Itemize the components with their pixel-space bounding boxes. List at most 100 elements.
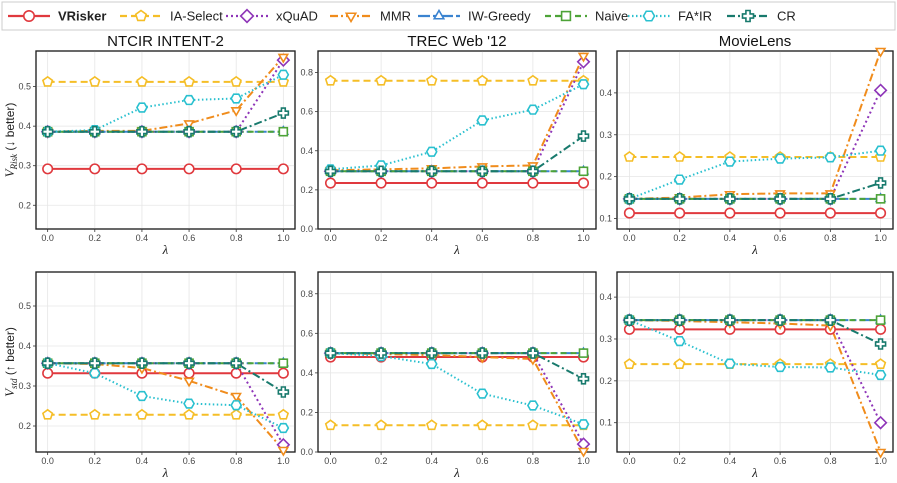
x-tick-label: 0.2 xyxy=(375,233,388,243)
point-naive xyxy=(278,358,289,369)
y-tick-label: 0.1 xyxy=(599,214,612,224)
point-vrisker xyxy=(277,163,289,175)
point-vrisker xyxy=(875,323,887,335)
panels: 0.2 0.3 0.4 0.5 0.0 0.2 0.4 0.6 0.8 1.0 λ NTCIR INT… xyxy=(2,33,894,480)
legend-item-mmr: MMR xyxy=(330,9,411,24)
legend-item-ia-select: IA-Select xyxy=(120,9,223,24)
x-tick-label: 0.8 xyxy=(527,233,540,243)
y-tick-label: 0.4 xyxy=(599,88,612,98)
point-mmr xyxy=(577,447,590,458)
legend-marker-ia-select xyxy=(134,9,148,22)
point-fa-ir xyxy=(774,153,787,164)
point-mmr xyxy=(230,107,242,117)
series-line-cr xyxy=(47,362,284,393)
y-tick-label: 0.0 xyxy=(300,447,313,457)
x-axis-label: λ xyxy=(453,465,460,480)
panel-border xyxy=(616,271,894,453)
x-tick-label: 0.0 xyxy=(41,456,54,466)
panel-frame xyxy=(616,50,894,230)
y-axis-label-main: V xyxy=(2,167,17,177)
legend-label-mmr: MMR xyxy=(380,9,411,24)
y-axis-label: VRisk (↓ better) xyxy=(2,103,19,178)
y-tick-label: 0.3 xyxy=(599,130,612,140)
point-cr xyxy=(375,347,387,359)
point-vrisker xyxy=(426,177,438,189)
point-cr xyxy=(425,347,438,359)
panel-frame xyxy=(35,271,296,453)
legend-label-naive: Naive xyxy=(595,9,628,24)
point-fa-ir xyxy=(874,145,887,156)
point-mmr xyxy=(874,448,887,459)
panel-border xyxy=(35,50,296,230)
panel-row1-col1: 0.0 0.2 0.4 0.6 0.8 0.0 0.2 0.4 0.6 0.8 1.0 λ xyxy=(300,271,597,480)
panel-frame xyxy=(317,50,597,230)
point-vrisker xyxy=(183,163,195,175)
x-tick-label: 0.2 xyxy=(89,233,102,243)
y-tick-label: 0.8 xyxy=(300,68,313,78)
point-ia-select xyxy=(183,408,195,420)
series-group xyxy=(323,52,591,189)
x-axis-label: λ xyxy=(453,242,460,257)
x-tick-label: 0.4 xyxy=(136,456,149,466)
panel-border xyxy=(616,50,894,230)
point-vrisker xyxy=(89,163,101,175)
point-fa-ir xyxy=(577,79,590,90)
y-tick-label: 0.4 xyxy=(599,292,612,302)
panel-trec-web-12: 0.0 0.2 0.4 0.6 0.8 0.0 0.2 0.4 0.6 0.8 1.0 λ TREC W… xyxy=(300,33,597,257)
point-naive xyxy=(578,166,589,177)
point-cr xyxy=(874,177,887,189)
point-cr xyxy=(324,165,337,178)
x-tick-label: 1.0 xyxy=(577,233,590,243)
point-mmr xyxy=(577,52,590,63)
series-line-mmr xyxy=(629,50,882,200)
point-ia-select xyxy=(136,75,148,87)
point-fa-ir xyxy=(230,400,243,411)
x-tick-label: 0.4 xyxy=(136,233,149,243)
point-ia-select xyxy=(89,75,101,87)
legend-item-xquad: xQuAD xyxy=(226,9,318,24)
point-mmr xyxy=(183,120,195,130)
y-tick-label: 0.1 xyxy=(599,418,612,428)
x-tick-label: 0.6 xyxy=(774,456,787,466)
point-fa-ir xyxy=(476,388,489,399)
series-line-cr xyxy=(47,112,284,133)
x-tick-label: 0.6 xyxy=(183,233,196,243)
point-cr xyxy=(324,347,337,359)
point-vrisker xyxy=(375,177,387,189)
panel-frame xyxy=(35,50,296,230)
y-tick-label: 0.2 xyxy=(599,376,612,386)
panel-ntcir-intent-2: 0.2 0.3 0.4 0.5 0.0 0.2 0.4 0.6 0.8 1.0 λ NTCIR INT… xyxy=(2,33,296,257)
point-naive xyxy=(875,315,886,325)
legend-marker-vrisker xyxy=(22,9,36,23)
y-tick-label: 0.4 xyxy=(18,341,31,351)
panel-row1-col0: 0.2 0.3 0.4 0.5 0.0 0.2 0.4 0.6 0.8 1.0 λ Vstd (↑ b… xyxy=(2,271,296,480)
point-cr xyxy=(527,165,539,178)
y-axis-label-main: V xyxy=(2,387,17,397)
point-ia-select xyxy=(277,408,290,420)
legend-label-ia-select: IA-Select xyxy=(170,9,223,24)
point-cr xyxy=(673,314,686,326)
point-fa-ir xyxy=(673,174,686,185)
legend-item-vrisker: VRisker xyxy=(8,9,106,24)
point-xquad xyxy=(873,415,888,430)
x-axis-label: λ xyxy=(751,242,758,257)
y-axis-label-suffix: (↑ better) xyxy=(3,327,17,378)
x-tick-label: 0.0 xyxy=(324,233,337,243)
point-naive xyxy=(875,194,886,204)
x-tick-label: 0.4 xyxy=(425,233,438,243)
x-tick-label: 0.4 xyxy=(724,456,737,466)
y-tick-label: 0.8 xyxy=(300,289,313,299)
point-ia-select xyxy=(183,75,195,87)
x-tick-label: 0.8 xyxy=(824,233,837,243)
series-group xyxy=(622,313,888,459)
point-naive xyxy=(578,348,589,358)
y-tick-label: 0.3 xyxy=(599,334,612,344)
point-ia-select xyxy=(426,74,438,86)
y-tick-label: 0.4 xyxy=(18,121,31,131)
series-line-cr xyxy=(629,181,881,200)
point-cr xyxy=(577,373,590,385)
point-vrisker xyxy=(875,207,887,219)
panel-frame xyxy=(317,271,597,453)
point-cr xyxy=(425,165,438,178)
